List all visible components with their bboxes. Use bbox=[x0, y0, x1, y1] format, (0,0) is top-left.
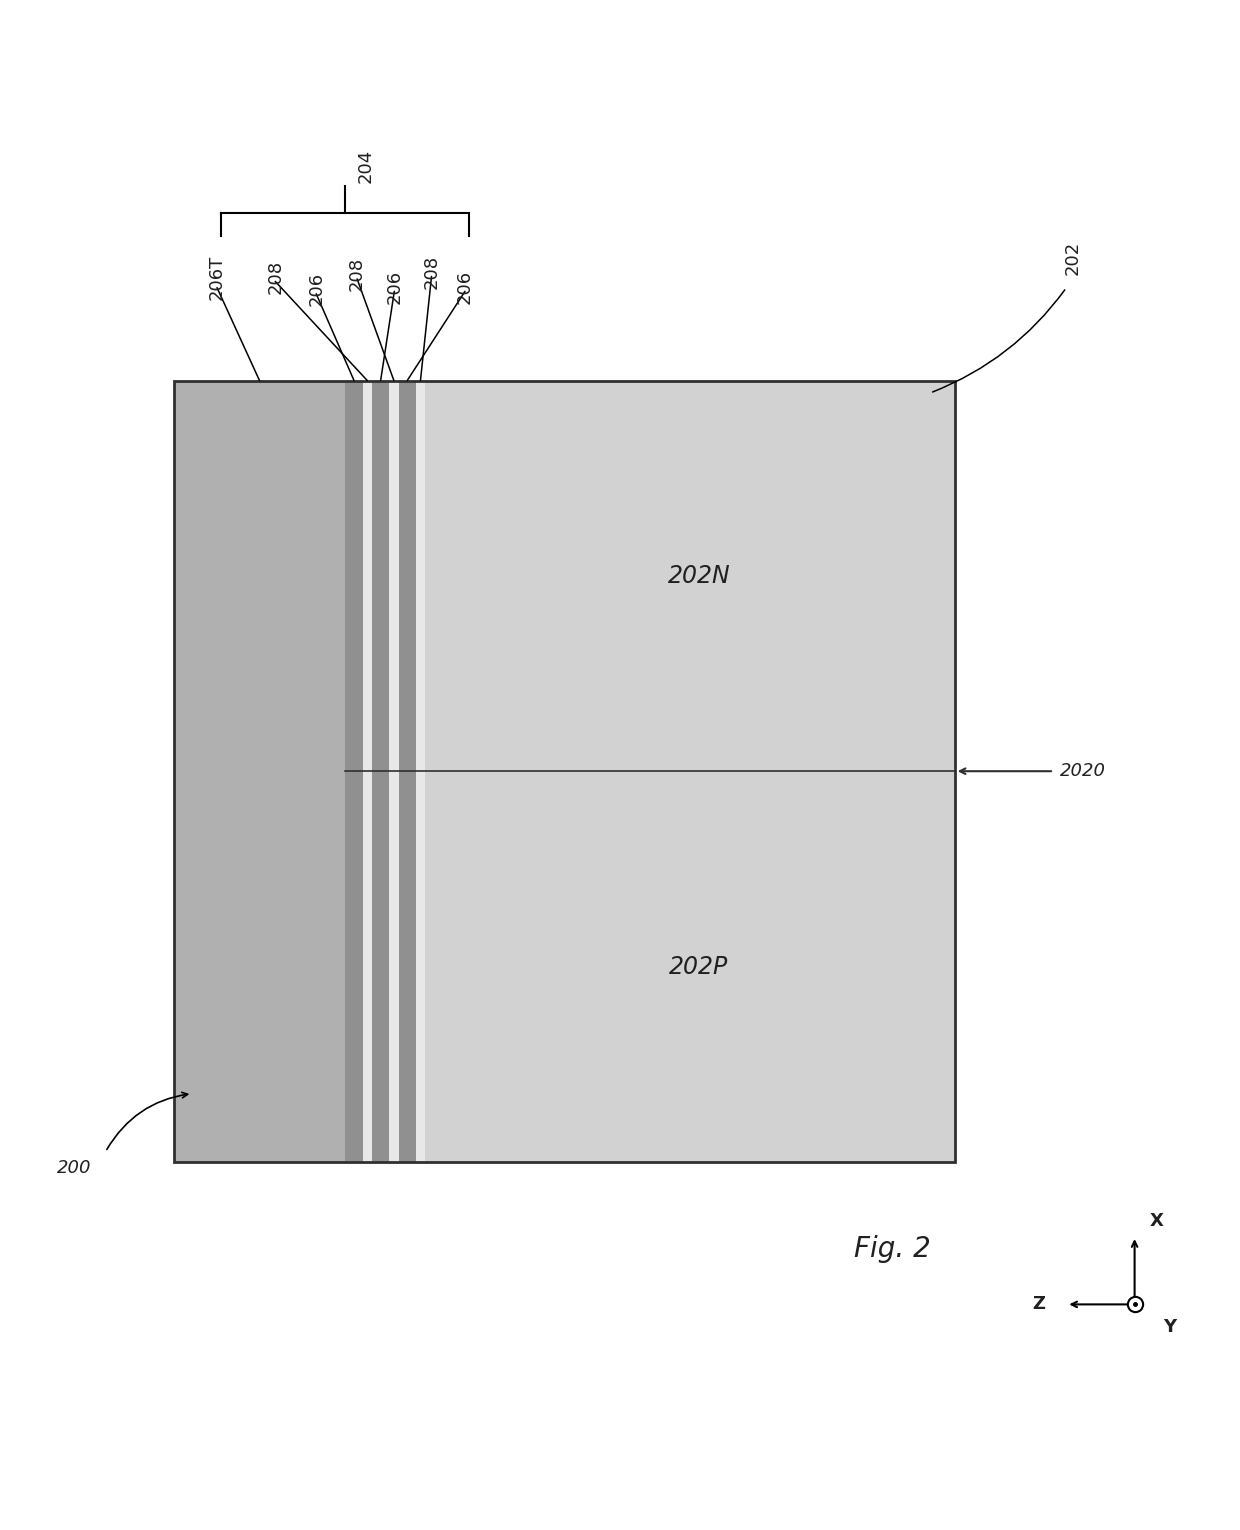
Bar bbox=[174, 381, 955, 1161]
Bar bbox=[174, 381, 346, 1161]
Bar bbox=[346, 381, 362, 1161]
Text: Z: Z bbox=[1033, 1296, 1045, 1313]
Bar bbox=[398, 381, 415, 1161]
Text: 2020: 2020 bbox=[1060, 762, 1106, 780]
Text: 206: 206 bbox=[308, 272, 325, 306]
Text: 200: 200 bbox=[57, 1160, 92, 1177]
Text: Y: Y bbox=[1163, 1317, 1176, 1336]
Bar bbox=[415, 381, 425, 1161]
Text: Fig. 2: Fig. 2 bbox=[854, 1235, 931, 1262]
Text: 202P: 202P bbox=[670, 955, 729, 979]
Text: 206: 206 bbox=[456, 269, 474, 304]
Text: 206T: 206T bbox=[208, 256, 226, 300]
Text: 208: 208 bbox=[267, 260, 284, 294]
Text: X: X bbox=[1149, 1212, 1164, 1230]
Bar bbox=[362, 381, 372, 1161]
Text: 208: 208 bbox=[348, 257, 366, 291]
Bar bbox=[174, 381, 955, 1161]
Text: 208: 208 bbox=[423, 254, 440, 289]
Text: 206: 206 bbox=[386, 269, 403, 304]
Text: 204: 204 bbox=[357, 150, 376, 184]
Bar bbox=[389, 381, 398, 1161]
Text: 202: 202 bbox=[1064, 240, 1081, 275]
Bar bbox=[372, 381, 389, 1161]
Text: 202N: 202N bbox=[667, 565, 730, 588]
